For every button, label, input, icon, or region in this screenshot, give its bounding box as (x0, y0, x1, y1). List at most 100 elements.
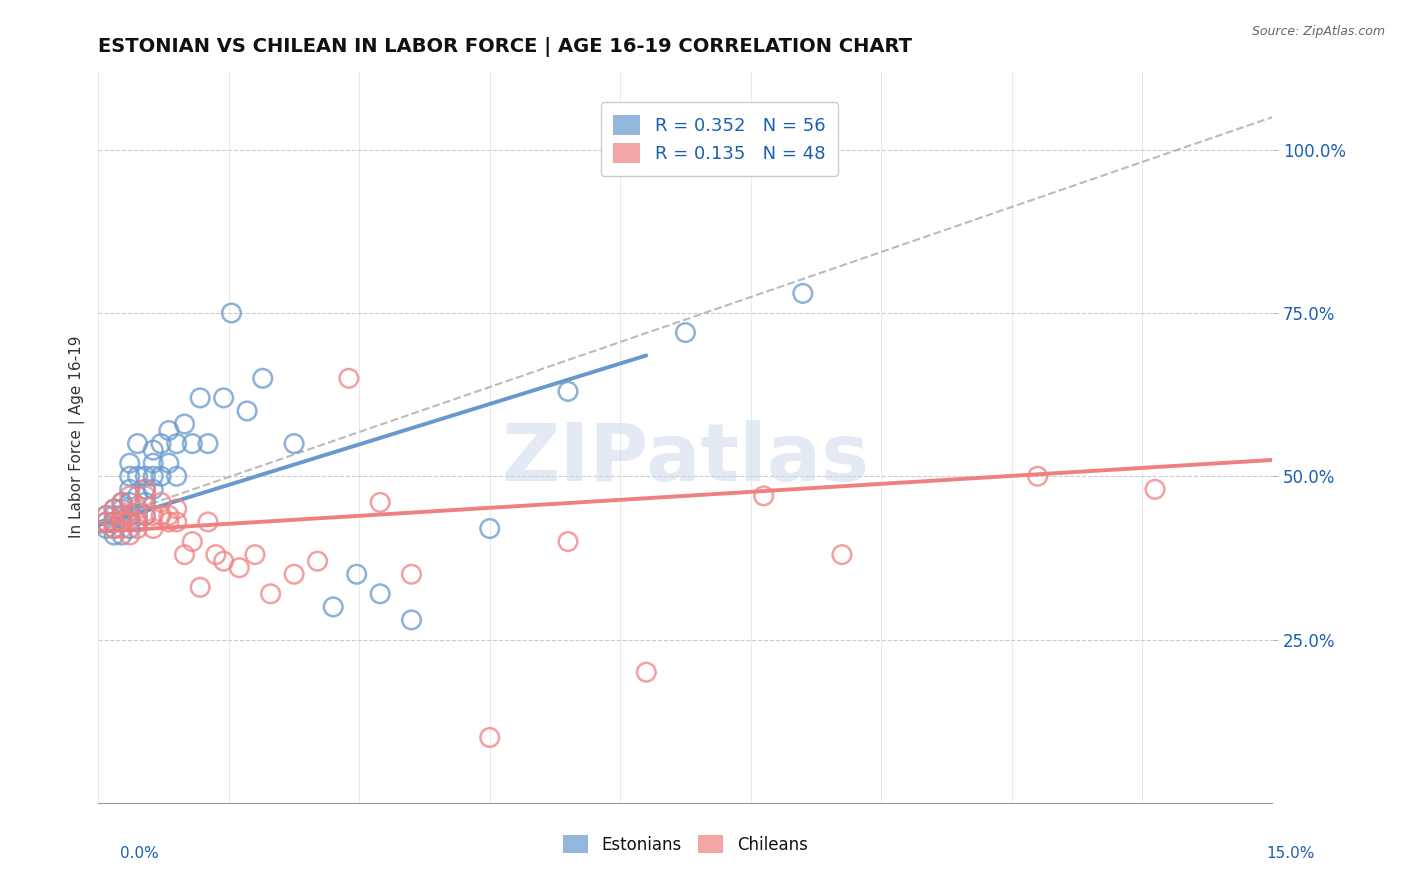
Point (127, 502, 149, 516)
Point (127, 515, 149, 529)
Point (197, 515, 219, 529)
Point (134, 469, 156, 483)
Point (212, 391, 235, 405)
Point (752, 489, 775, 503)
Point (478, 521, 501, 535)
Point (118, 508, 141, 523)
Point (118, 489, 141, 503)
Point (675, 326, 697, 340)
Point (142, 469, 165, 483)
Point (188, 391, 211, 405)
Point (111, 521, 134, 535)
Point (96, 508, 118, 523)
Point (103, 521, 125, 535)
Point (111, 495, 134, 509)
Point (127, 515, 149, 529)
Point (346, 567, 368, 582)
Point (173, 548, 195, 562)
Point (205, 548, 228, 562)
Point (127, 469, 149, 483)
Point (401, 567, 423, 582)
Point (142, 508, 165, 523)
Text: Source: ZipAtlas.com: Source: ZipAtlas.com (1251, 25, 1385, 38)
Point (134, 489, 156, 503)
Point (831, 548, 853, 562)
Point (127, 489, 149, 503)
Point (118, 515, 141, 529)
Text: 15.0%: 15.0% (1267, 847, 1315, 861)
Point (478, 731, 501, 745)
Point (111, 515, 134, 529)
Legend: Estonians, Chileans: Estonians, Chileans (557, 829, 814, 860)
Point (150, 436, 173, 450)
Point (103, 502, 125, 516)
Point (157, 508, 180, 523)
Point (150, 495, 173, 509)
Point (557, 534, 579, 549)
Point (118, 469, 141, 483)
Point (792, 286, 814, 301)
Point (118, 495, 141, 509)
Point (166, 515, 188, 529)
Point (103, 502, 125, 516)
Point (157, 515, 180, 529)
Point (283, 567, 305, 582)
Point (212, 554, 235, 568)
Point (368, 495, 391, 509)
Point (166, 502, 188, 516)
Point (134, 483, 156, 497)
Point (103, 515, 125, 529)
Point (142, 483, 165, 497)
Point (557, 384, 579, 399)
Point (368, 587, 391, 601)
Point (111, 508, 134, 523)
Point (103, 521, 125, 535)
Point (157, 456, 180, 470)
Point (142, 456, 165, 470)
Point (636, 665, 658, 680)
Point (307, 554, 329, 568)
Point (96, 515, 118, 529)
Point (157, 424, 180, 438)
Point (150, 469, 173, 483)
Point (1026, 469, 1049, 483)
Point (118, 515, 141, 529)
Point (134, 495, 156, 509)
Point (142, 443, 165, 458)
Point (134, 483, 156, 497)
Point (337, 371, 360, 385)
Point (111, 528, 134, 542)
Point (243, 548, 266, 562)
Point (134, 508, 156, 523)
Point (118, 528, 141, 542)
Point (103, 515, 125, 529)
Point (118, 521, 141, 535)
Text: ZIPatlas: ZIPatlas (502, 420, 869, 498)
Point (236, 404, 259, 418)
Text: 0.0%: 0.0% (120, 847, 159, 861)
Point (252, 371, 274, 385)
Point (96, 521, 118, 535)
Point (188, 580, 211, 594)
Point (173, 417, 195, 431)
Point (283, 436, 305, 450)
Point (111, 508, 134, 523)
Point (181, 534, 204, 549)
Point (166, 436, 188, 450)
Y-axis label: In Labor Force | Age 16-19: In Labor Force | Age 16-19 (69, 335, 84, 539)
Point (401, 613, 423, 627)
Point (228, 560, 250, 574)
Point (103, 508, 125, 523)
Point (166, 469, 188, 483)
Point (103, 528, 125, 542)
Point (142, 521, 165, 535)
Point (197, 436, 219, 450)
Point (111, 495, 134, 509)
Point (127, 521, 149, 535)
Point (134, 508, 156, 523)
Point (221, 306, 243, 320)
Point (111, 515, 134, 529)
Point (127, 508, 149, 523)
Point (259, 587, 281, 601)
Point (96, 508, 118, 523)
